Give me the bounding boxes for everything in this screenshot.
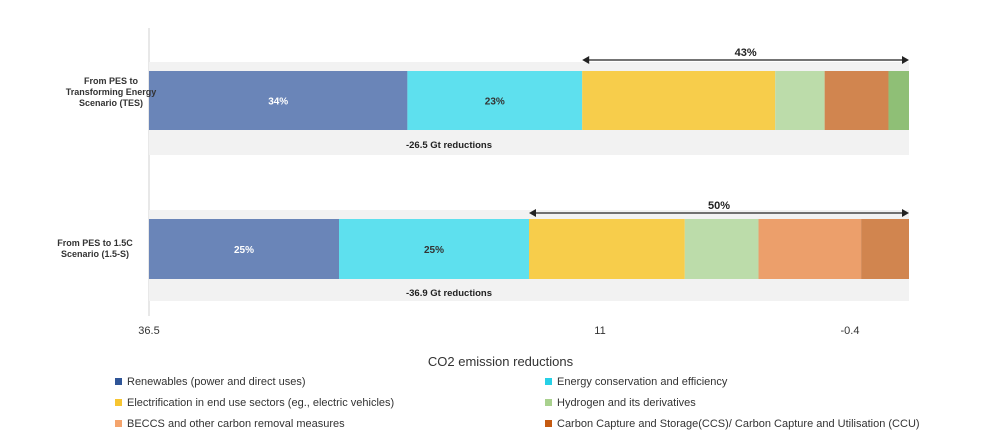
legend-swatch (545, 398, 552, 406)
legend-item-ccs: Carbon Capture and Storage(CCS)/ Carbon … (545, 418, 920, 430)
legend-item-renewables: Renewables (power and direct uses) (115, 376, 306, 388)
x-tick-label: 11 (594, 325, 605, 337)
bracket-label: 43% (735, 47, 757, 59)
bar-segment (582, 71, 776, 130)
legend-item-electrification: Electrification in end use sectors (eg.,… (115, 397, 394, 409)
segment-label: 25% (234, 245, 254, 256)
chart-canvas: 34% 23% 43% -26.5 Gt reductions 25% 25% 50% -36… (138, 28, 909, 337)
bar-segment (861, 219, 909, 279)
bar-segment (758, 219, 862, 279)
bar-segment (684, 219, 759, 279)
legend-swatch (545, 419, 552, 427)
category-label-tes: From PES to Transforming Energy Scenario… (65, 76, 157, 108)
segment-label: 25% (424, 245, 444, 256)
bar-segment (529, 219, 685, 279)
x-tick-label: 36.5 (138, 325, 159, 337)
segment-label: 23% (485, 97, 505, 108)
bracket-arrowhead-right (902, 209, 909, 217)
legend: Renewables (power and direct uses) Energ… (0, 374, 1001, 440)
bar-segment (775, 71, 825, 130)
legend-item-beccs: BECCS and other carbon removal measures (115, 418, 345, 430)
bar-segment (149, 71, 408, 130)
legend-swatch (115, 419, 122, 427)
legend-swatch (115, 398, 122, 406)
legend-item-efficiency: Energy conservation and efficiency (545, 376, 727, 388)
segment-label: 34% (268, 97, 288, 108)
bracket-arrowhead-left (582, 56, 590, 64)
x-tick-label: -0.4 (841, 325, 860, 337)
category-label-15s: From PES to 1.5C Scenario (1.5-S) (57, 238, 133, 259)
x-axis-title: CO2 emission reductions (427, 354, 574, 369)
bar-segment (149, 219, 339, 279)
bar-segment (339, 219, 529, 279)
bracket-label: 50% (708, 200, 730, 212)
bar-segment (888, 71, 909, 130)
reduction-label: -26.5 Gt reductions (406, 140, 492, 151)
bar-segment (407, 71, 583, 130)
legend-swatch (115, 377, 122, 385)
bracket-arrowhead-right (902, 56, 909, 64)
reduction-label: -36.9 Gt reductions (406, 288, 492, 299)
bar-segment (824, 71, 889, 130)
bracket-arrowhead-left (529, 209, 536, 217)
legend-item-hydrogen: Hydrogen and its derivatives (545, 397, 696, 409)
legend-swatch (545, 377, 552, 385)
